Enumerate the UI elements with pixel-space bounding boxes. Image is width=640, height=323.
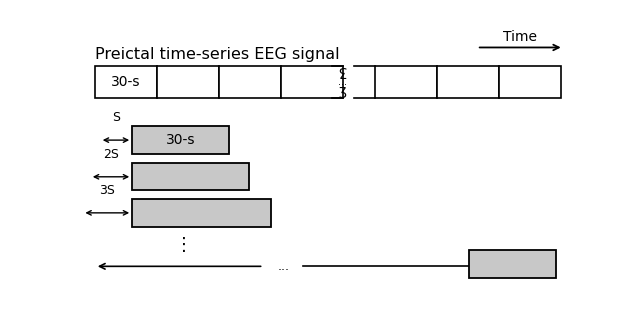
Bar [437,66,499,99]
Text: ʒ: ʒ [339,84,347,98]
Text: ⋮: ⋮ [175,236,193,254]
Text: ...: ... [277,260,289,273]
Text: 30-s: 30-s [111,75,141,89]
Bar [95,66,157,99]
Bar [469,250,556,277]
Bar [132,163,248,191]
Text: 3S: 3S [99,184,115,197]
Bar [219,66,281,99]
Text: ʒ: ʒ [339,66,347,80]
Bar [132,126,229,154]
Text: Preictal time-series EEG signal: Preictal time-series EEG signal [95,47,339,62]
Bar [499,66,561,99]
Text: Time: Time [504,30,538,44]
Bar [281,66,343,99]
Bar [375,66,437,99]
Text: ...: ... [339,77,348,87]
Bar [157,66,219,99]
Text: 30-s: 30-s [166,133,195,147]
Text: 2S: 2S [103,148,119,161]
Bar [132,199,271,226]
Text: S: S [112,111,120,124]
